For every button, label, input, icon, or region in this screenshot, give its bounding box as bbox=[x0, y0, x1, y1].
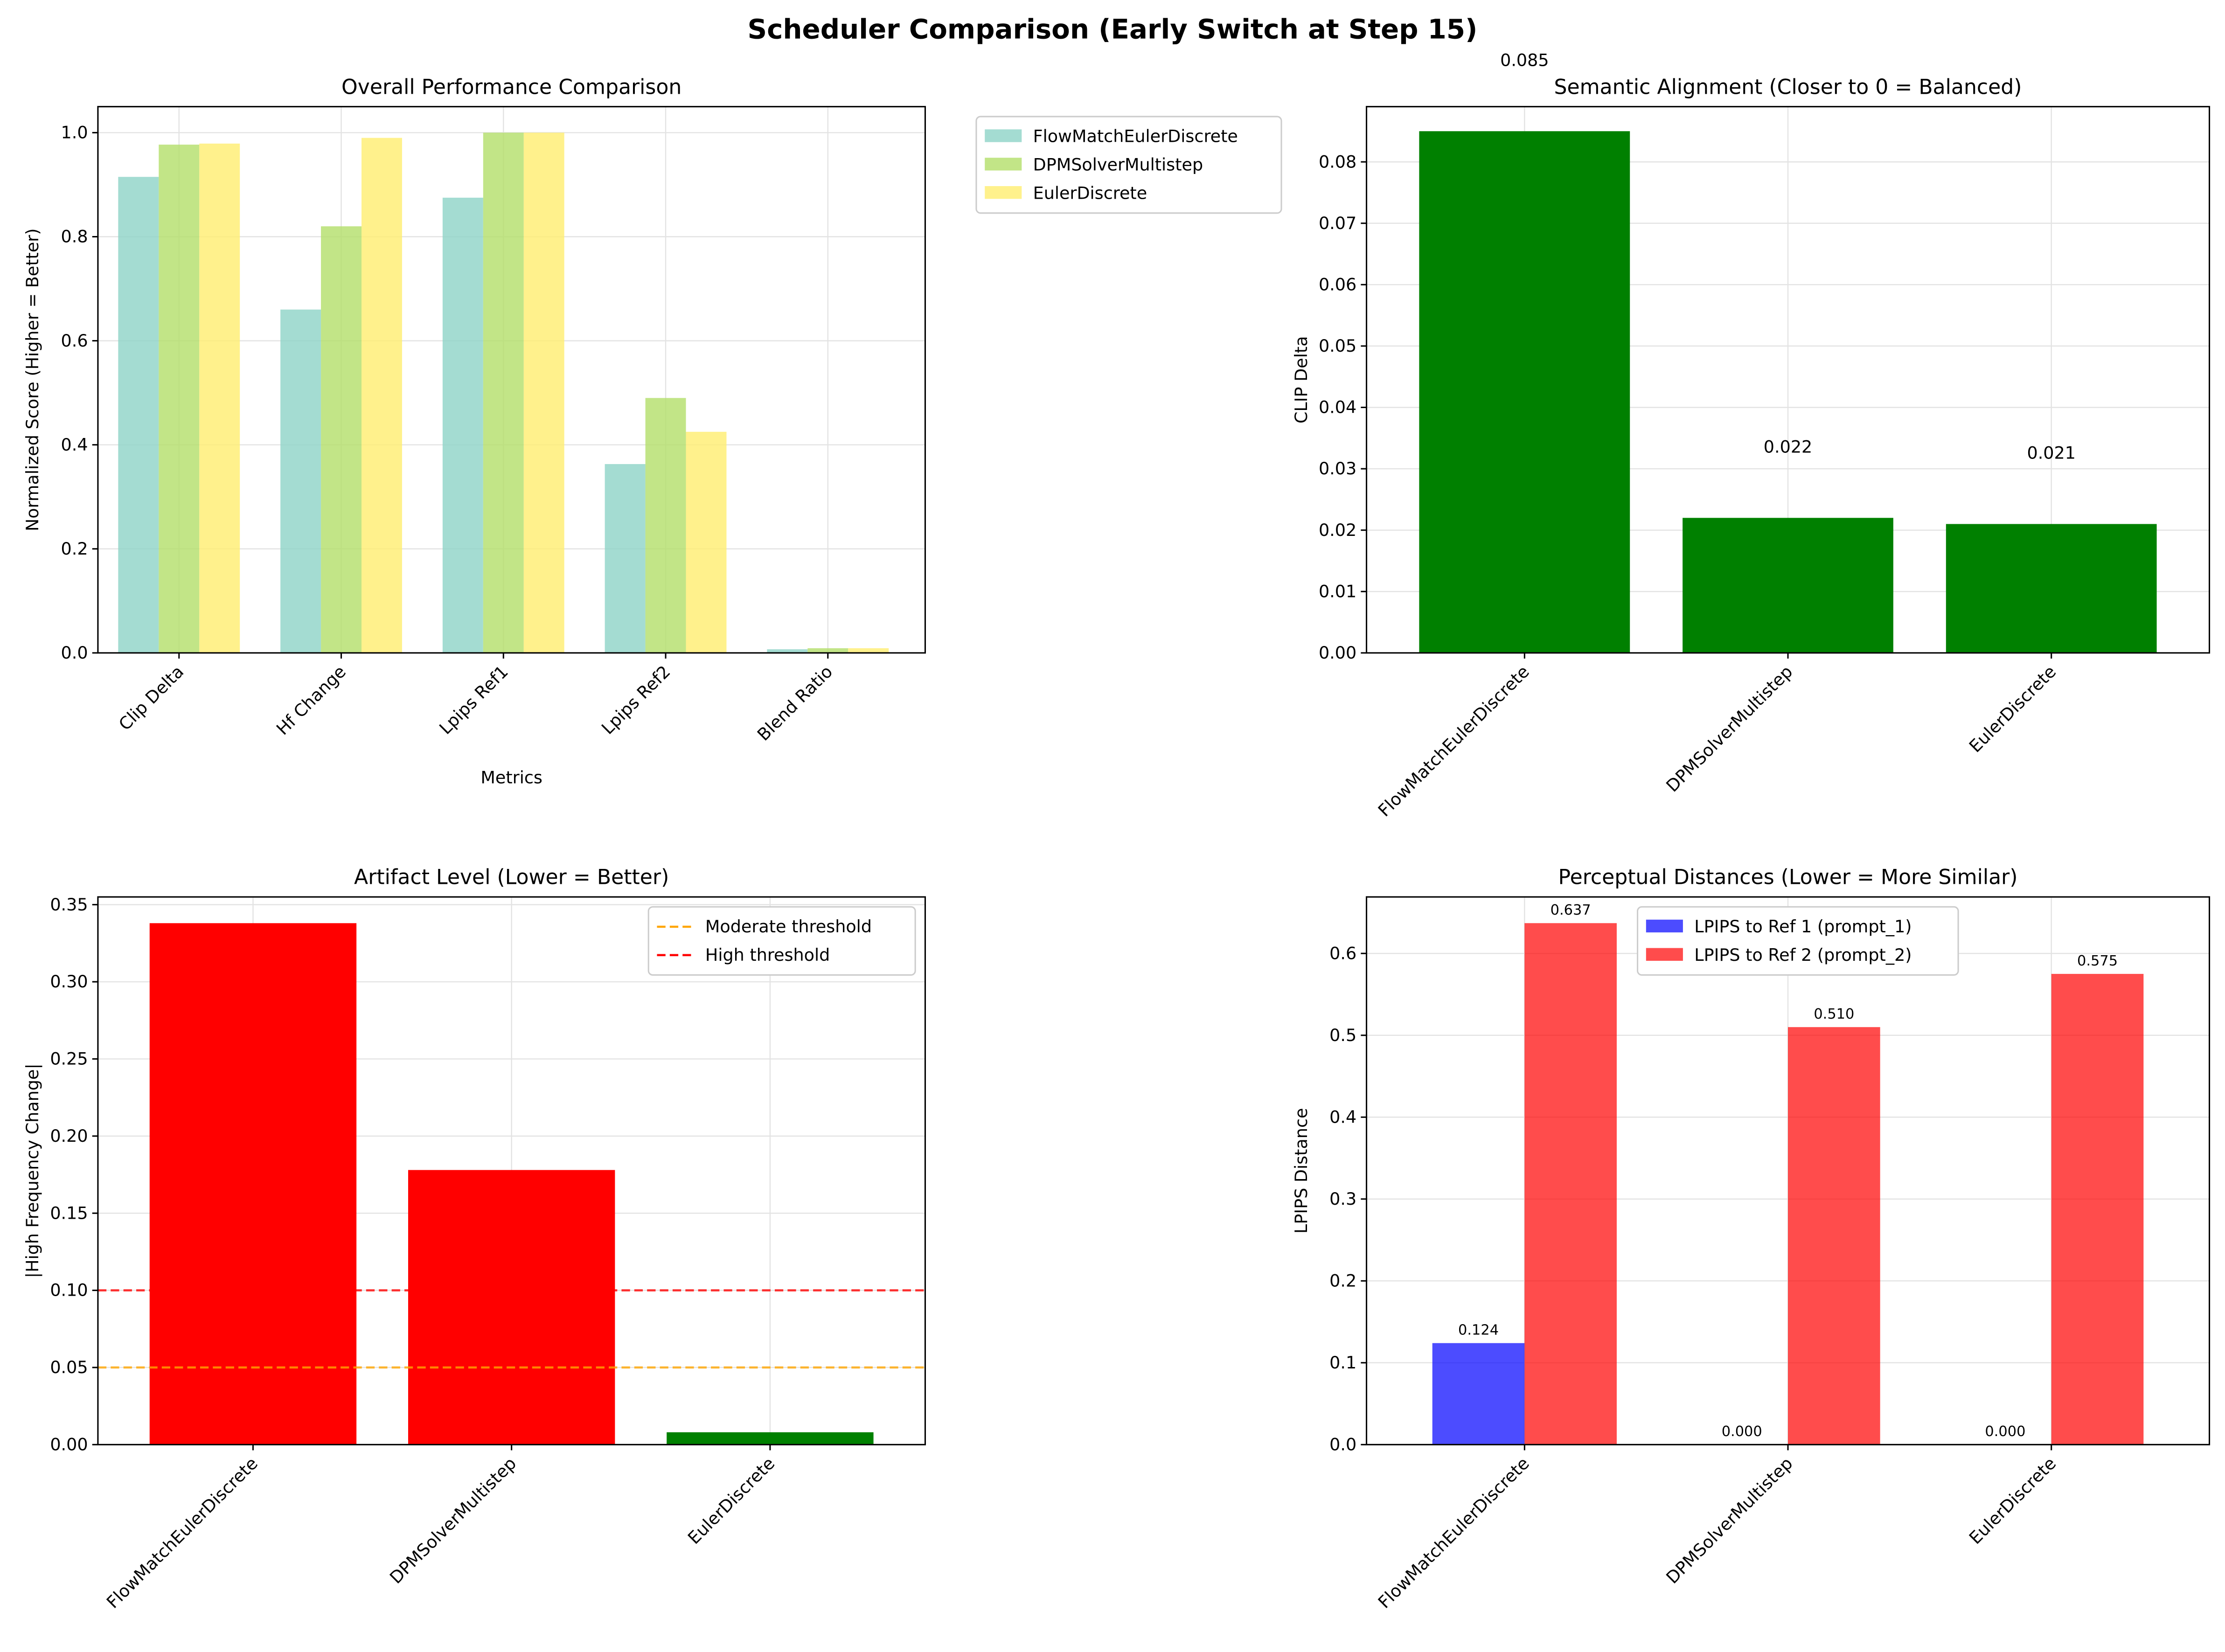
bar-LPIPS to Ref 2 (prompt_2)-EulerDiscrete bbox=[2051, 974, 2144, 1445]
legend-label: DPMSolverMultistep bbox=[1033, 155, 1203, 175]
y-tick-label: 0.6 bbox=[1329, 943, 1356, 963]
y-tick-label: 0.8 bbox=[61, 227, 88, 247]
legend: LPIPS to Ref 1 (prompt_1) LPIPS to Ref 2 … bbox=[1637, 906, 1959, 976]
legend-label: EulerDiscrete bbox=[1033, 183, 1147, 203]
y-tick-label: 0.03 bbox=[1319, 458, 1356, 479]
bar-FlowMatchEulerDiscrete-Hf Change bbox=[280, 309, 321, 653]
y-tick-label: 0.06 bbox=[1319, 274, 1356, 294]
y-tick-label: 0.08 bbox=[1319, 152, 1356, 172]
legend: FlowMatchEulerDiscrete DPMSolverMultistep… bbox=[975, 116, 1282, 214]
subplot-2: 0.000.010.020.030.040.050.060.070.08Flow… bbox=[1291, 50, 2211, 820]
subplot-title: Semantic Alignment (Closer to 0 = Balanc… bbox=[1554, 75, 2022, 99]
y-tick-label: 1.0 bbox=[61, 123, 88, 143]
y-tick-label: 0.04 bbox=[1319, 397, 1356, 417]
bar-DPMSolverMultistep bbox=[1683, 518, 1893, 653]
y-tick-label: 0.6 bbox=[61, 331, 88, 351]
y-tick-label: 0.35 bbox=[50, 895, 88, 915]
bar-DPMSolverMultistep-Clip Delta bbox=[159, 145, 200, 653]
y-axis-label: |High Frequency Change| bbox=[22, 1063, 42, 1278]
axes-frame bbox=[1366, 106, 2211, 654]
y-tick-label: 0.01 bbox=[1319, 581, 1356, 601]
y-tick-label: 0.25 bbox=[50, 1049, 88, 1069]
data-label: 0.021 bbox=[2027, 443, 2076, 463]
subplot-title: Perceptual Distances (Lower = More Simil… bbox=[1558, 866, 2018, 889]
bar-FlowMatchEulerDiscrete-Blend Ratio bbox=[767, 649, 808, 653]
y-tick-label: 0.0 bbox=[61, 643, 88, 663]
data-label: 0.000 bbox=[1985, 1423, 2025, 1440]
bar-DPMSolverMultistep-Blend Ratio bbox=[807, 648, 848, 653]
legend-box bbox=[647, 906, 916, 976]
bar-EulerDiscrete-Lpips Ref2 bbox=[686, 431, 727, 653]
bar-EulerDiscrete-Blend Ratio bbox=[848, 648, 889, 653]
legend-box bbox=[975, 116, 1282, 214]
bar-EulerDiscrete-Lpips Ref1 bbox=[523, 132, 564, 653]
data-label: 0.000 bbox=[1722, 1423, 1762, 1440]
y-tick-label: 0.2 bbox=[1329, 1270, 1356, 1291]
data-label: 0.637 bbox=[1551, 902, 1591, 918]
data-label: 0.575 bbox=[2077, 953, 2118, 969]
data-label: 0.510 bbox=[1814, 1006, 1854, 1022]
bar-FlowMatchEulerDiscrete bbox=[149, 923, 357, 1445]
y-tick-label: 0.3 bbox=[1329, 1189, 1356, 1209]
y-tick-label: 0.05 bbox=[1319, 336, 1356, 356]
bar-LPIPS to Ref 2 (prompt_2)-DPMSolverMultistep bbox=[1788, 1027, 1880, 1445]
bar-DPMSolverMultistep-Lpips Ref2 bbox=[645, 398, 686, 653]
data-label: 0.022 bbox=[1764, 437, 1812, 457]
data-label: 0.124 bbox=[1458, 1322, 1499, 1338]
bar-DPMSolverMultistep-Lpips Ref1 bbox=[483, 132, 524, 653]
legend-box bbox=[1637, 906, 1959, 976]
bar-DPMSolverMultistep bbox=[408, 1170, 615, 1445]
y-tick-label: 0.00 bbox=[50, 1435, 88, 1455]
bar-FlowMatchEulerDiscrete bbox=[1419, 131, 1630, 653]
bar-DPMSolverMultistep-Hf Change bbox=[321, 226, 362, 653]
y-tick-label: 0.5 bbox=[1329, 1025, 1356, 1045]
bar-FlowMatchEulerDiscrete-Lpips Ref2 bbox=[605, 464, 646, 653]
bar-FlowMatchEulerDiscrete-Lpips Ref1 bbox=[442, 197, 483, 653]
y-tick-label: 0.0 bbox=[1329, 1435, 1356, 1455]
data-label: 0.085 bbox=[1500, 50, 1549, 70]
y-tick-label: 0.15 bbox=[50, 1203, 88, 1223]
y-axis-label: CLIP Delta bbox=[1291, 336, 1311, 423]
legend-label: FlowMatchEulerDiscrete bbox=[1033, 126, 1238, 146]
legend-label: LPIPS to Ref 1 (prompt_1) bbox=[1694, 916, 1912, 937]
legend-label: LPIPS to Ref 2 (prompt_2) bbox=[1694, 945, 1912, 965]
subplot-title: Overall Performance Comparison bbox=[341, 75, 681, 99]
y-tick-label: 0.00 bbox=[1319, 643, 1356, 663]
subplot-4: 0.00.10.20.30.40.50.6FlowMatchEulerDiscr… bbox=[1291, 866, 2211, 1612]
bar-LPIPS to Ref 2 (prompt_2)-FlowMatchEulerDiscrete bbox=[1524, 923, 1617, 1445]
bar-EulerDiscrete bbox=[1946, 524, 2157, 653]
figure-title: Scheduler Comparison (Early Switch at St… bbox=[748, 14, 1478, 45]
y-tick-label: 0.1 bbox=[1329, 1353, 1356, 1373]
axes-frame bbox=[1366, 896, 2211, 1445]
subplot-title: Artifact Level (Lower = Better) bbox=[354, 866, 669, 889]
y-tick-label: 0.2 bbox=[61, 539, 88, 559]
legend-swatch bbox=[985, 186, 1022, 199]
bar-EulerDiscrete-Hf Change bbox=[362, 138, 402, 653]
x-axis-label: Metrics bbox=[480, 768, 542, 788]
y-tick-label: 0.02 bbox=[1319, 520, 1356, 540]
y-tick-label: 0.30 bbox=[50, 972, 88, 992]
axes-frame bbox=[97, 896, 926, 1445]
bar-FlowMatchEulerDiscrete-Clip Delta bbox=[118, 177, 159, 653]
legend-label: High threshold bbox=[705, 945, 830, 965]
bar-EulerDiscrete-Clip Delta bbox=[199, 143, 240, 653]
y-tick-label: 0.4 bbox=[1329, 1107, 1356, 1127]
legend: Moderate threshold High threshold bbox=[647, 906, 916, 976]
y-tick-label: 0.07 bbox=[1319, 213, 1356, 233]
legend-swatch bbox=[1646, 919, 1683, 933]
y-axis-label: Normalized Score (Higher = Better) bbox=[22, 228, 42, 531]
y-tick-label: 0.10 bbox=[50, 1280, 88, 1300]
axes-frame bbox=[97, 106, 926, 654]
bar-LPIPS to Ref 1 (prompt_1)-FlowMatchEulerDiscrete bbox=[1432, 1343, 1525, 1445]
y-tick-label: 0.4 bbox=[61, 435, 88, 455]
y-axis-label: LPIPS Distance bbox=[1291, 1108, 1311, 1234]
bar-EulerDiscrete bbox=[667, 1432, 874, 1445]
legend-swatch bbox=[1646, 948, 1683, 961]
legend-swatch bbox=[985, 158, 1022, 171]
legend-label: Moderate threshold bbox=[705, 916, 872, 937]
y-tick-label: 0.05 bbox=[50, 1357, 88, 1377]
y-tick-label: 0.20 bbox=[50, 1126, 88, 1146]
legend-swatch bbox=[985, 129, 1022, 142]
